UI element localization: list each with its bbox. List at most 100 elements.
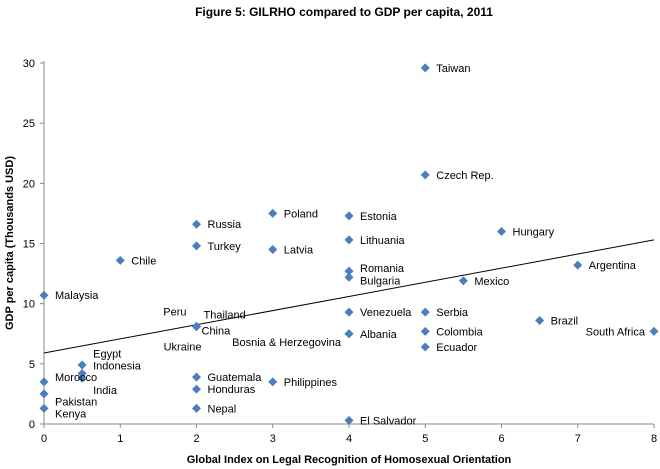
x-tick-label: 0 xyxy=(41,433,47,445)
data-point: Romania xyxy=(344,263,405,276)
point-label: Turkey xyxy=(208,241,242,253)
data-point: Ecuador xyxy=(420,342,478,354)
data-point: Ukraine xyxy=(164,322,202,354)
y-tick-label: 20 xyxy=(23,178,35,190)
point-marker xyxy=(39,389,49,399)
point-label: China xyxy=(202,326,232,338)
data-point: Mexico xyxy=(458,276,509,288)
point-marker xyxy=(192,403,201,413)
point-marker xyxy=(192,372,201,382)
point-marker xyxy=(420,170,430,180)
data-point: Pakistan xyxy=(39,389,97,409)
data-point: Malaysia xyxy=(39,290,99,302)
point-label: El Salvador xyxy=(360,415,417,427)
trendline-path xyxy=(43,239,655,354)
data-point: Russia xyxy=(192,219,242,231)
data-point: Albania xyxy=(344,329,398,341)
point-marker xyxy=(192,384,201,394)
point-label: Albania xyxy=(360,329,398,341)
data-point: Chile xyxy=(115,255,156,267)
point-marker xyxy=(420,326,430,336)
point-marker xyxy=(77,360,87,370)
x-tick-label: 7 xyxy=(575,433,581,445)
data-point: South Africa xyxy=(586,326,659,338)
point-marker xyxy=(344,415,354,425)
point-label: Morocco xyxy=(55,372,97,384)
point-marker xyxy=(192,219,201,229)
point-label: Nepal xyxy=(208,403,237,415)
data-point: Brazil xyxy=(535,316,578,328)
data-point: Bosnia & Herzegovina xyxy=(232,329,354,349)
x-tick-label: 1 xyxy=(117,433,123,445)
point-label: Ukraine xyxy=(164,342,202,354)
data-point: Estonia xyxy=(344,211,398,223)
data-point: Bulgaria xyxy=(344,272,401,288)
data-point: Honduras xyxy=(192,384,256,396)
point-marker xyxy=(344,329,354,339)
point-label: Serbia xyxy=(436,307,469,319)
point-label: Russia xyxy=(208,219,243,231)
data-point: Morocco xyxy=(39,372,97,387)
data-point: Kenya xyxy=(39,403,87,421)
data-point: Argentina xyxy=(573,260,637,272)
point-marker xyxy=(535,316,545,326)
chart-title: Figure 5: GILRHO compared to GDP per cap… xyxy=(195,5,493,19)
point-marker xyxy=(77,373,87,383)
point-label: Mexico xyxy=(474,276,509,288)
data-point: Guatemala xyxy=(192,372,262,384)
point-label: Peru xyxy=(163,307,186,319)
axes: 0 5 10 15 20 25 30 0 1 2 3 4 5 6 7 8 xyxy=(23,58,657,445)
point-marker xyxy=(115,255,125,265)
point-label: Honduras xyxy=(208,384,256,396)
point-marker xyxy=(344,272,354,282)
data-point: Philippines xyxy=(268,377,337,389)
data-point: Czech Rep. xyxy=(420,170,494,182)
point-label: Bulgaria xyxy=(360,276,401,288)
y-tick-label: 10 xyxy=(23,299,35,311)
point-marker xyxy=(344,235,354,245)
point-label: Taiwan xyxy=(436,63,470,75)
point-marker xyxy=(420,342,430,352)
point-marker xyxy=(77,368,87,378)
point-marker xyxy=(420,63,430,73)
data-point: India xyxy=(77,373,118,397)
point-label: Bosnia & Herzegovina xyxy=(232,337,342,349)
point-label: Czech Rep. xyxy=(436,170,493,182)
y-tick-label: 5 xyxy=(29,359,35,371)
data-point: Lithuania xyxy=(344,235,406,247)
x-tick-label: 8 xyxy=(651,433,657,445)
point-label: Kenya xyxy=(55,409,87,421)
x-tick-label: 5 xyxy=(422,433,428,445)
y-tick-label: 15 xyxy=(23,239,35,251)
point-label: Ecuador xyxy=(436,342,477,354)
point-label: Indonesia xyxy=(93,360,142,372)
point-label: Latvia xyxy=(284,245,314,257)
point-label: Lithuania xyxy=(360,235,406,247)
data-point: Latvia xyxy=(268,245,314,257)
point-label: Chile xyxy=(131,255,156,267)
point-marker xyxy=(649,326,659,336)
point-label: Poland xyxy=(284,208,318,220)
data-point: Egypt xyxy=(77,348,121,370)
point-marker xyxy=(39,377,49,387)
point-label: Romania xyxy=(360,263,405,275)
data-point: Serbia xyxy=(420,307,469,319)
point-marker xyxy=(39,403,49,413)
point-marker xyxy=(344,307,354,317)
data-point: Indonesia xyxy=(77,360,142,378)
point-label: Colombia xyxy=(436,326,483,338)
point-label: Thailand xyxy=(204,310,246,322)
x-tick-label: 6 xyxy=(498,433,504,445)
point-label: Pakistan xyxy=(55,397,97,409)
data-points: Taiwan Czech Rep. Russia Poland Estonia Lithu… xyxy=(39,63,659,427)
point-label: South Africa xyxy=(586,326,646,338)
point-label: Venezuela xyxy=(360,307,412,319)
y-axis-label: GDP per capita (Thousands USD) xyxy=(4,156,16,330)
data-point: El Salvador xyxy=(344,415,417,427)
point-marker xyxy=(192,241,201,251)
data-point: Turkey xyxy=(192,241,241,253)
point-marker xyxy=(497,226,506,236)
point-marker xyxy=(268,245,278,255)
data-point: Poland xyxy=(268,208,318,220)
